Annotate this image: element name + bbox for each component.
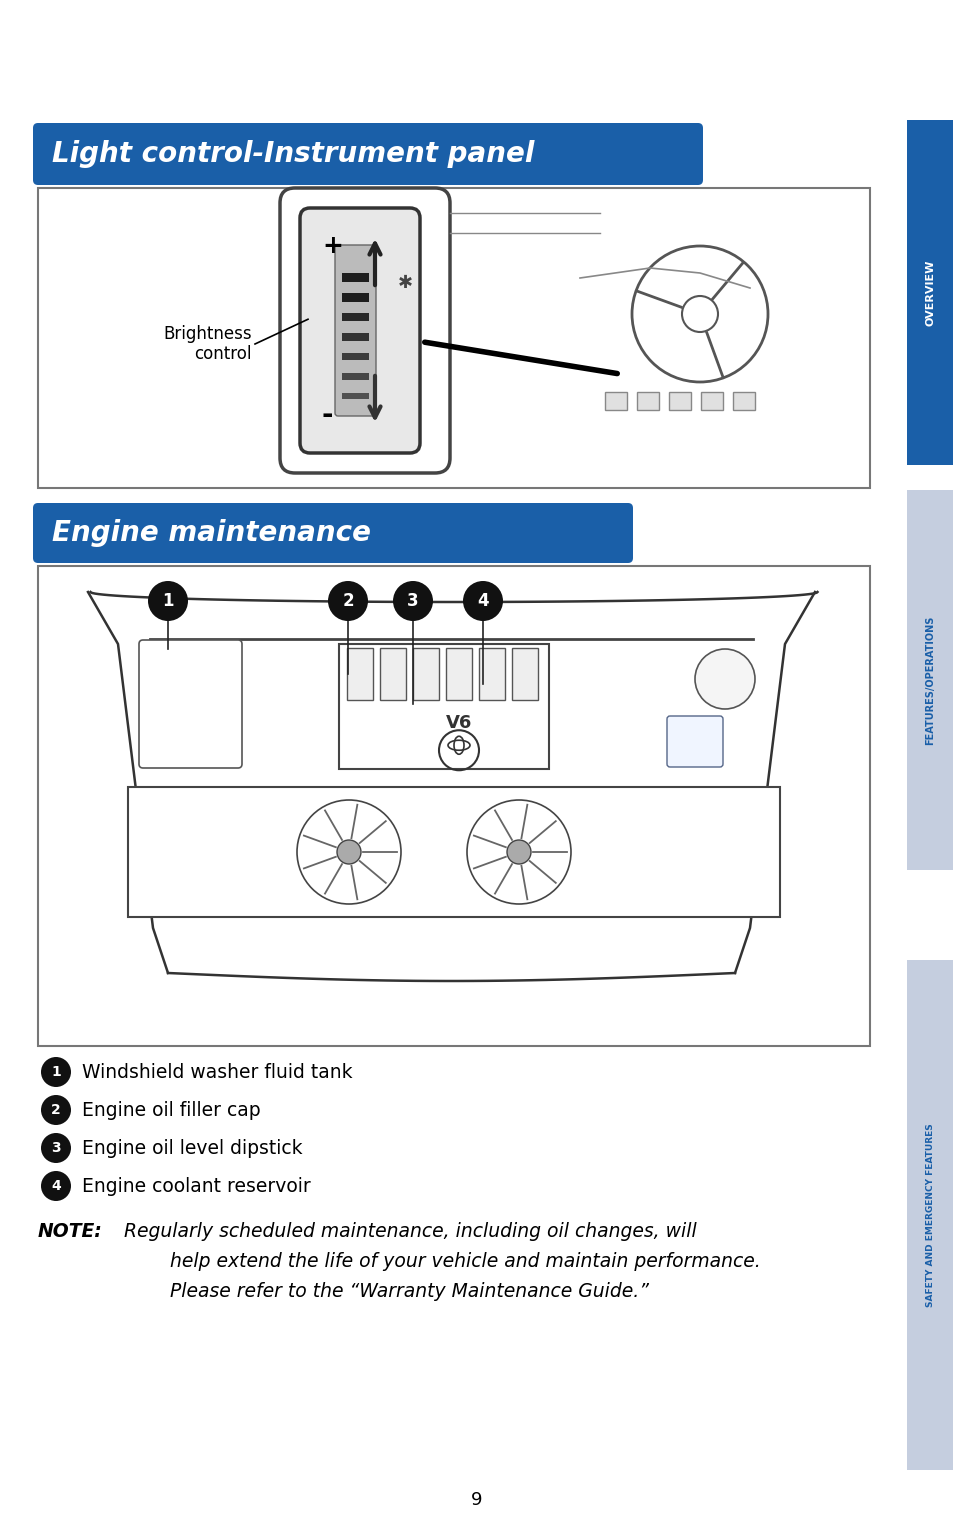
Bar (478, 647, 504, 699)
Text: 3: 3 (51, 1141, 61, 1154)
Bar (338, 644, 548, 770)
Text: FEATURES/OPERATIONS: FEATURES/OPERATIONS (924, 615, 935, 745)
Circle shape (506, 840, 531, 864)
Circle shape (336, 840, 360, 864)
Bar (341, 373, 369, 380)
Circle shape (41, 1171, 71, 1202)
Bar (38, 567, 869, 1046)
Bar (341, 293, 369, 301)
Text: Windshield washer fluid tank: Windshield washer fluid tank (82, 1063, 353, 1081)
Text: Light control-Instrument panel: Light control-Instrument panel (52, 140, 534, 168)
FancyBboxPatch shape (33, 124, 702, 185)
Text: NOTE:: NOTE: (38, 1222, 103, 1241)
Bar (732, 392, 754, 411)
Circle shape (393, 580, 433, 621)
Bar (413, 647, 438, 699)
Text: -: - (322, 402, 334, 429)
Text: help extend the life of your vehicle and maintain performance.: help extend the life of your vehicle and… (170, 1252, 760, 1270)
Bar (637, 392, 659, 411)
Bar (341, 313, 369, 321)
FancyBboxPatch shape (139, 640, 242, 768)
Text: 2: 2 (342, 592, 354, 609)
Text: 1: 1 (51, 1064, 61, 1080)
Bar (341, 392, 369, 399)
Bar (906, 121, 953, 466)
Bar (38, 188, 869, 489)
Text: 4: 4 (476, 592, 488, 609)
Circle shape (467, 800, 571, 904)
Text: OVERVIEW: OVERVIEW (924, 260, 935, 325)
Text: Engine coolant reservoir: Engine coolant reservoir (82, 1176, 311, 1196)
Bar (906, 960, 953, 1471)
Circle shape (148, 580, 188, 621)
Text: Engine maintenance: Engine maintenance (52, 519, 371, 547)
FancyBboxPatch shape (33, 502, 633, 563)
Bar (347, 647, 373, 699)
Text: 3: 3 (407, 592, 418, 609)
Text: 9: 9 (471, 1490, 482, 1509)
Text: V6: V6 (445, 713, 472, 731)
Circle shape (462, 580, 502, 621)
Bar (668, 392, 690, 411)
Text: 1: 1 (162, 592, 173, 609)
Text: SAFETY AND EMERGENCY FEATURES: SAFETY AND EMERGENCY FEATURES (925, 1124, 934, 1307)
Bar (341, 273, 369, 282)
Text: 2: 2 (51, 1102, 61, 1116)
Circle shape (41, 1133, 71, 1164)
FancyBboxPatch shape (280, 188, 450, 473)
Circle shape (41, 1095, 71, 1125)
Text: Engine oil filler cap: Engine oil filler cap (82, 1101, 260, 1119)
FancyBboxPatch shape (666, 716, 722, 767)
Text: Regularly scheduled maintenance, including oil changes, will: Regularly scheduled maintenance, includi… (124, 1222, 696, 1241)
Circle shape (328, 580, 368, 621)
Circle shape (695, 649, 754, 709)
Text: Please refer to the “Warranty Maintenance Guide.”: Please refer to the “Warranty Maintenanc… (170, 1283, 648, 1301)
Bar (446, 647, 472, 699)
Text: +: + (322, 234, 342, 258)
Bar (700, 392, 722, 411)
Text: ✱: ✱ (397, 273, 412, 292)
FancyBboxPatch shape (299, 208, 419, 454)
Circle shape (296, 800, 400, 904)
Bar (341, 353, 369, 360)
Circle shape (41, 1057, 71, 1087)
Text: Engine oil level dipstick: Engine oil level dipstick (82, 1139, 302, 1157)
Bar (379, 647, 406, 699)
Bar (128, 786, 780, 918)
Bar (512, 647, 537, 699)
Bar (341, 333, 369, 341)
Text: Brightness
control: Brightness control (163, 325, 252, 363)
Text: 4: 4 (51, 1179, 61, 1193)
Bar (604, 392, 626, 411)
Bar (906, 490, 953, 870)
FancyBboxPatch shape (335, 244, 375, 415)
